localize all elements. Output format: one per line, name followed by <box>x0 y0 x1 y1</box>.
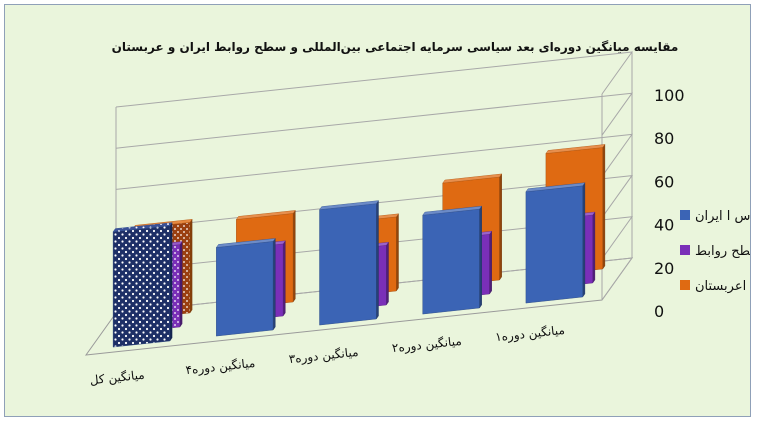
bar-front-face <box>525 185 583 304</box>
bar-0-4 <box>112 221 173 348</box>
bar-side-face <box>386 241 389 306</box>
bar-top-face <box>112 222 173 232</box>
bar-side-face <box>272 237 276 331</box>
y-tick-label: 20 <box>654 259 674 278</box>
legend-swatch <box>680 280 690 290</box>
bar-front-face <box>422 208 480 315</box>
bar-top-face <box>545 144 606 154</box>
bar-top-face <box>525 182 586 193</box>
bar-side-face <box>169 221 173 342</box>
y-tick-label: 60 <box>654 172 674 191</box>
chart-area: مقایسه میانگین دوره‌ای بعد سیاسی سرمایه … <box>5 5 751 416</box>
bar-front-face <box>112 225 171 348</box>
legend-label: س ا ایران <box>695 209 750 224</box>
bar-0-2 <box>319 199 379 326</box>
legend-swatch <box>680 245 690 255</box>
chart-title: مقایسه میانگین دوره‌ای بعد سیاسی سرمایه … <box>112 40 679 55</box>
bar-side-face <box>292 209 296 303</box>
bar-0-1 <box>422 205 483 315</box>
bar-side-face <box>376 199 379 320</box>
bar-side-face <box>479 205 482 309</box>
y-tick-label: 40 <box>654 216 674 235</box>
legend-label: سطح روابط <box>695 244 751 259</box>
bar-side-face <box>396 213 399 292</box>
y-tick-label: 80 <box>654 129 674 148</box>
bar-0-0 <box>525 182 586 304</box>
bar-group <box>112 143 606 348</box>
bar-side-face <box>282 240 286 317</box>
bar-side-face <box>489 230 492 295</box>
legend-label: س اعربستان <box>695 279 751 294</box>
bar-front-face <box>319 203 377 326</box>
bar-front-face <box>216 241 274 337</box>
bar-top-face <box>422 205 483 216</box>
bar-side-face <box>499 173 502 281</box>
bar-side-face <box>602 143 606 270</box>
bar-0-3 <box>215 237 276 337</box>
bar-side-face <box>592 211 596 284</box>
bar-top-face <box>319 200 379 210</box>
bar-side-face <box>189 218 193 314</box>
bar-top-face <box>215 238 276 248</box>
y-tick-label: 0 <box>654 302 664 321</box>
bar-top-face <box>235 210 296 220</box>
y-axis: 0 20 40 60 80 100 <box>654 86 685 321</box>
chart-frame: مقایسه میانگین دوره‌ای بعد سیاسی سرمایه … <box>4 4 751 417</box>
bar-side-face <box>179 240 183 328</box>
y-tick-label: 100 <box>654 86 685 105</box>
bar-top-face <box>442 173 503 184</box>
legend-swatch <box>680 210 690 220</box>
bar-side-face <box>582 182 586 298</box>
legend: س ا ایران سطح روابط س اعربستان <box>680 209 751 294</box>
